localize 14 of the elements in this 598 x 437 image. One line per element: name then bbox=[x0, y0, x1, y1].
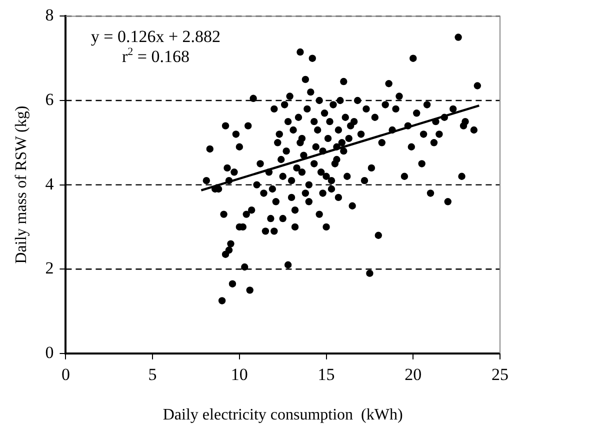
x-tick-label: 5 bbox=[148, 365, 157, 384]
y-tick-label: 8 bbox=[45, 6, 54, 25]
x-tick-label: 25 bbox=[492, 365, 508, 384]
annotation: y = 0.126x + 2.882 bbox=[90, 27, 221, 46]
y-tick-label: 4 bbox=[45, 174, 54, 194]
y-tick-label: 2 bbox=[45, 258, 54, 278]
x-tick-label: 15 bbox=[318, 365, 335, 384]
x-tick-label: 10 bbox=[230, 365, 248, 384]
y-axis-title: Daily mass of RSW (kg) bbox=[12, 106, 30, 264]
y-tick-label: 6 bbox=[45, 90, 54, 109]
x-tick-label: 0 bbox=[61, 365, 70, 384]
y-tick-label: 0 bbox=[45, 342, 54, 362]
x-axis-title: Daily electricity consumption (kWh) bbox=[162, 406, 403, 424]
x-tick-label: 20 bbox=[404, 365, 422, 384]
